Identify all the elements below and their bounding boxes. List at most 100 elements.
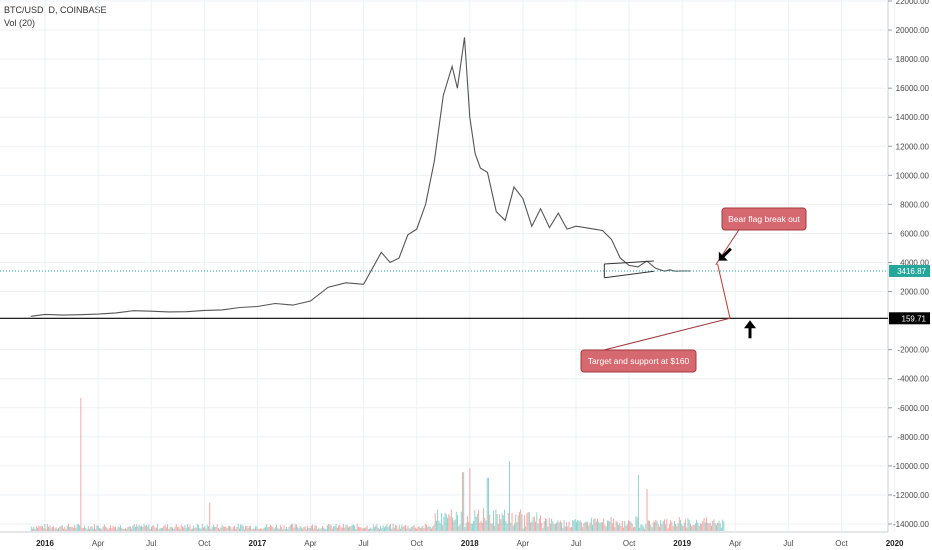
volume-bar (488, 477, 489, 531)
volume-bar (288, 526, 290, 531)
volume-bar (40, 525, 42, 531)
volume-bar (170, 527, 172, 531)
volume-bar (656, 520, 658, 531)
y-tick-label: 8000.00 (900, 200, 929, 209)
volume-bar (277, 528, 279, 531)
volume-bar (255, 526, 256, 531)
volume-bar (324, 528, 326, 531)
volume-bar (219, 529, 221, 531)
volume-bar (238, 528, 240, 531)
volume-bar (654, 522, 655, 531)
volume-bar (125, 528, 126, 531)
volume-bar (38, 525, 40, 531)
volume-bar (281, 527, 283, 531)
volume-bar (412, 526, 414, 531)
volume-bar (221, 524, 223, 531)
y-tick-label: 10000.00 (896, 171, 930, 180)
volume-bar (522, 528, 524, 531)
volume-bar (172, 527, 173, 531)
volume-bar (60, 525, 62, 531)
volume-bar (719, 523, 721, 531)
volume-bar (360, 527, 362, 531)
volume-bar (44, 524, 46, 531)
volume-bar (484, 517, 486, 531)
volume-bar (374, 527, 375, 531)
volume-bar (204, 526, 206, 531)
volume-bar (90, 526, 92, 531)
volume-bar (708, 523, 710, 531)
volume-bar (434, 513, 436, 531)
volume-bar (87, 526, 89, 531)
volume-bar (645, 524, 647, 531)
volume-bar (163, 525, 165, 531)
volume-bar (154, 528, 156, 531)
volume-bar (502, 515, 504, 531)
volume-bar (143, 523, 145, 531)
volume-bar (330, 525, 332, 531)
volume-bar (328, 524, 330, 531)
price-series-line (30, 37, 692, 317)
volume-bar (89, 528, 90, 531)
volume-bar (587, 521, 589, 531)
volume-bar (339, 524, 341, 531)
volume-bar (113, 527, 115, 531)
volume-bar (243, 529, 245, 531)
volume-bar (391, 528, 393, 531)
x-tick-label: Jul (358, 539, 368, 548)
volume-bar (211, 527, 213, 531)
indicator-label[interactable]: Vol (20) (4, 18, 36, 28)
volume-bar (671, 521, 673, 531)
callout-box (721, 207, 807, 231)
volume-bar (137, 526, 139, 531)
volume-bar (58, 527, 59, 531)
volume-bar (431, 528, 432, 531)
volume-bar (517, 515, 519, 531)
y-tick-label: 22000.00 (896, 0, 930, 6)
volume-bar (568, 521, 570, 531)
volume-bar (519, 512, 520, 531)
volume-bar (212, 525, 214, 531)
volume-bar (195, 527, 197, 531)
volume-bar (474, 510, 476, 531)
volume-bar (686, 527, 688, 531)
volume-bar (525, 526, 527, 531)
volume-bar (308, 527, 310, 531)
volume-bar (32, 528, 33, 531)
volume-bar (597, 518, 598, 531)
volume-bar (572, 520, 574, 531)
volume-bar (390, 523, 392, 531)
volume-bar (594, 518, 596, 531)
volume-bar (672, 525, 674, 531)
volume-bar (427, 526, 429, 531)
volume-bar (287, 529, 289, 531)
volume-bar (128, 526, 130, 531)
volume-bar (303, 527, 305, 531)
volume-bar (388, 525, 390, 531)
volume-bar (541, 522, 543, 531)
volume-bar (556, 522, 558, 531)
volume-bar (546, 519, 548, 531)
volume-bar (35, 526, 37, 531)
volume-bar (251, 529, 253, 531)
y-tick-label: 6000.00 (900, 229, 929, 238)
volume-bars (30, 398, 725, 531)
callout-text: Target and support at $160 (588, 356, 690, 366)
volume-bar (495, 509, 497, 531)
volume-bar (593, 518, 595, 531)
volume-bar (215, 526, 217, 531)
volume-bar (64, 526, 66, 531)
volume-bar (634, 526, 636, 531)
volume-bar (194, 527, 196, 531)
volume-bar (639, 527, 641, 531)
symbol-label[interactable]: BTC/USD, D, COINBASE (4, 5, 107, 15)
volume-bar (698, 525, 700, 531)
x-tick-label: Oct (198, 539, 211, 548)
current-price-label: 3416.87 (897, 267, 926, 276)
volume-bar (183, 527, 185, 531)
x-tick-label: 2018 (461, 539, 479, 548)
volume-bar (564, 526, 566, 531)
volume-bar (706, 517, 707, 531)
current-price-tag (889, 264, 930, 277)
volume-bar (112, 525, 114, 531)
